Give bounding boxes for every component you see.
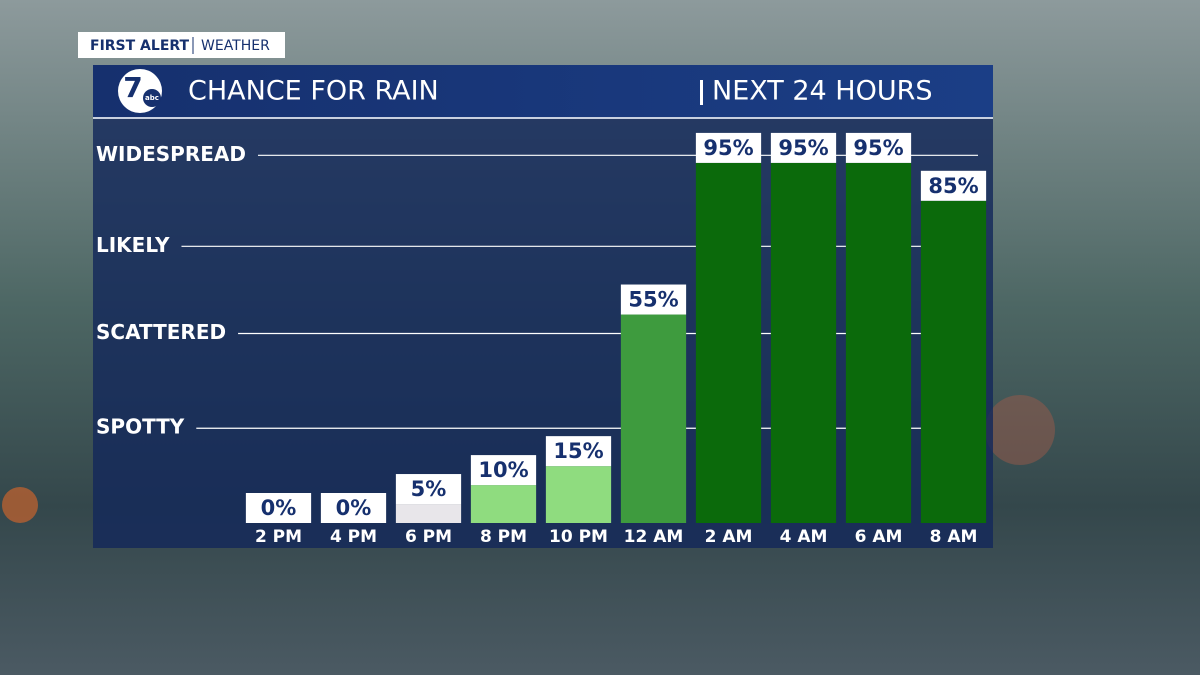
x-tick-label: 8 AM [930,527,978,547]
logo-number: 7 [123,71,142,104]
x-tick-label: 6 PM [405,527,452,547]
value-label: 85% [928,174,978,198]
x-tick-label: 12 AM [624,527,684,547]
section: WEATHER [201,38,270,54]
value-label-box [545,436,612,467]
value-label: 95% [778,136,828,160]
y-tick-label: LIKELY [96,233,170,257]
logo-text: abc [145,94,159,102]
x-tick-label: 10 PM [549,527,608,547]
x-tick-label: 2 AM [705,527,753,547]
value-label: 95% [703,136,753,160]
value-label: 0% [336,496,372,520]
value-label: 0% [261,496,297,520]
chart-title: CHANCE FOR RAIN [188,76,439,107]
logo-badge [143,89,161,107]
y-tick-label: SCATTERED [96,320,226,344]
y-tick-label: SPOTTY [96,415,185,439]
x-tick-label: 2 PM [255,527,302,547]
bar [845,162,912,523]
value-label: 5% [411,477,447,501]
brand: FIRST ALERT [90,38,190,54]
value-label-box [920,170,987,201]
bokeh [985,395,1055,465]
bar [395,504,462,523]
chart-subtitle: NEXT 24 HOURS [712,76,933,107]
bar [545,466,612,523]
value-label-box [395,474,462,505]
bar [770,162,837,523]
value-label-box [620,284,687,315]
brand-tag [78,32,285,58]
y-tick-label: WIDESPREAD [96,142,246,166]
x-tick-label: 4 AM [780,527,828,547]
value-label-box [770,132,837,163]
value-label: 55% [628,288,678,312]
bokeh [2,487,38,523]
bar [470,485,537,523]
value-label-box [245,493,312,523]
value-label-box [470,455,537,486]
value-label-box [845,132,912,163]
bar [695,162,762,523]
value-label: 15% [553,439,603,463]
value-label: 10% [478,458,528,482]
header-rule [93,117,993,119]
x-tick-label: 8 PM [480,527,527,547]
subtitle-bar [700,80,703,105]
header-band [93,65,993,118]
bar [620,314,687,523]
value-label-box [320,493,387,523]
x-tick-label: 6 AM [855,527,903,547]
bar [920,200,987,524]
x-tick-label: 4 PM [330,527,377,547]
value-label: 95% [853,136,903,160]
value-label-box [695,132,762,163]
